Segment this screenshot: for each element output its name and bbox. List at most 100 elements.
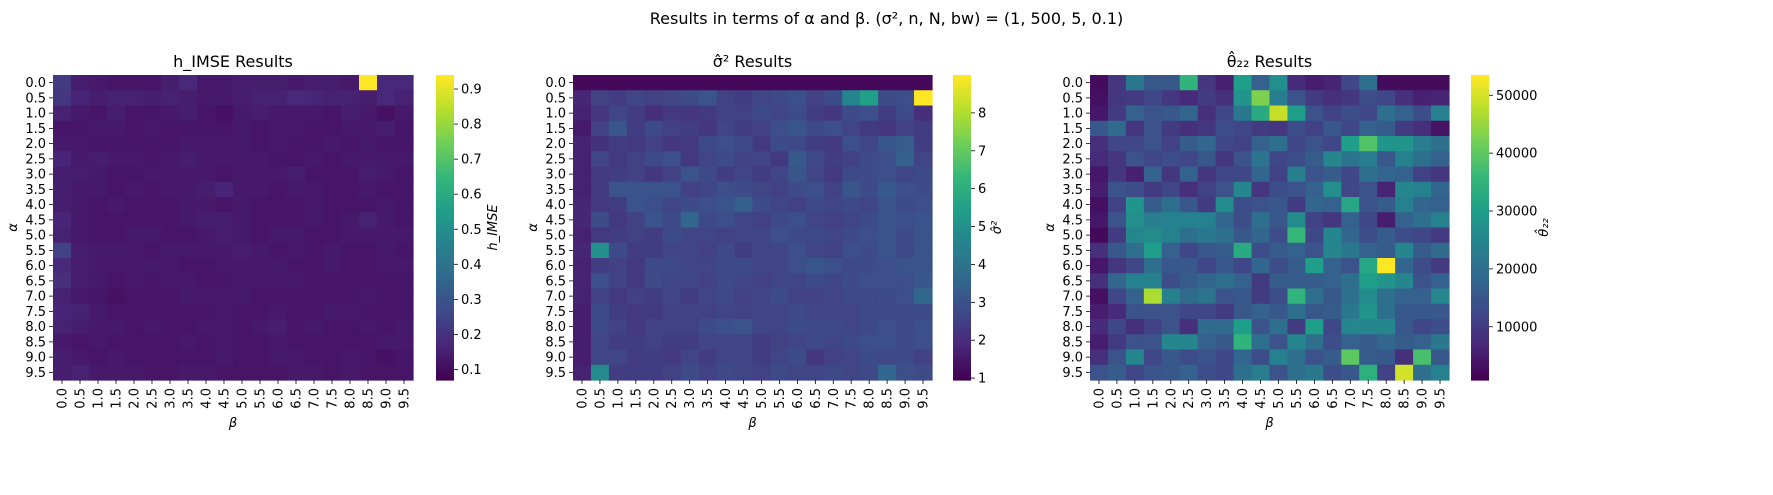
heatmap-cell [215,273,234,290]
heatmap-cell [860,120,879,137]
heatmap-cell [215,120,234,137]
heatmap-cell [71,273,90,290]
heatmap-cell [860,227,879,244]
y-tick-label: 7.0 [25,290,46,305]
x-tick-label: 4.5 [218,388,233,409]
colorbar-band [436,113,454,118]
heatmap-cell [1305,151,1324,168]
heatmap-cell [1431,273,1450,290]
heatmap-cell [644,212,664,229]
heatmap-cell [806,166,825,183]
heatmap-cell [896,120,915,137]
x-tick-label: 2.0 [647,388,662,409]
heatmap-cell [770,334,789,351]
colorbar-band [1471,360,1489,366]
heatmap-cell [89,273,108,290]
heatmap-cell [1287,242,1306,259]
heatmap-cell [341,151,360,168]
heatmap-cell [1215,364,1235,381]
heatmap-cell [53,227,72,244]
colorbar-band [953,368,971,373]
heatmap-cell [377,75,396,91]
heatmap-cell [1305,364,1324,381]
x-tick-label: 5.0 [236,388,251,409]
heatmap-cell [662,197,682,213]
colorbar-band [1471,357,1489,362]
colorbar-band [953,338,971,343]
heatmap-cell [125,197,144,213]
heatmap-cell [752,136,772,152]
x-tick-label: 9.0 [380,388,395,409]
heatmap-cell [734,181,754,198]
heatmap-cell [1341,90,1360,107]
heatmap-cell [1143,242,1163,259]
heatmap-cell [1359,75,1378,91]
heatmap-cell [716,303,736,320]
heatmap-cell [71,136,90,152]
heatmap-cell [359,349,378,366]
colorbar-band [1471,200,1489,206]
heatmap-cell [233,242,252,259]
heatmap-cell [107,181,126,198]
heatmap-cell [107,197,126,213]
heatmap-cell [788,242,807,259]
y-tick-label: 2.0 [25,137,46,152]
heatmap-cell [914,166,933,183]
heatmap-cell [341,303,360,320]
heatmap-cell [1359,227,1378,244]
x-tick-label: 6.0 [791,388,806,409]
heatmap-cell [143,181,162,198]
heatmap-cell [1179,136,1199,152]
x-tick-label: 9.5 [398,388,413,409]
heatmap-cell [842,197,861,213]
heatmap-cell [662,75,682,91]
heatmap-cell [590,242,610,259]
heatmap-cell [359,120,378,137]
heatmap-cell [161,349,180,366]
heatmap-cell [287,90,306,107]
heatmap-cell [1323,349,1342,366]
colorbar-band [953,124,971,129]
heatmap-cell [1107,349,1127,366]
heatmap-cell [1179,75,1199,91]
heatmap-cell [626,319,646,335]
heatmap-cell [377,136,396,152]
heatmap-cell [644,319,664,335]
x-tick-label: 4.0 [200,388,215,409]
heatmap-cell [590,90,610,107]
colorbar-band [436,307,454,312]
heatmap-cell [1395,136,1414,152]
heatmap-cell [806,136,825,152]
heatmap-cell [1090,197,1109,213]
heatmap-cell [251,273,270,290]
colorbar-band [953,326,971,332]
heatmap-cell [788,273,807,290]
colorbar-band [953,227,971,232]
heatmap-cell [914,288,933,305]
heatmap-cell [179,273,198,290]
heatmap-cell [1107,105,1127,122]
heatmap-cell [1287,273,1306,290]
heatmap-cell [71,349,90,366]
heatmap-cell [1215,212,1235,229]
heatmap-cell [179,105,198,122]
colorbar-band [1471,151,1489,156]
heatmap-cell [215,105,234,122]
colorbar-band [953,78,971,84]
heatmap-cell [395,136,414,152]
y-axis-label: α [6,223,21,232]
y-tick-label: 7.0 [545,290,566,305]
heatmap-cell [770,258,789,274]
heatmap-cell [53,75,72,91]
heatmap-cell [269,319,288,335]
heatmap-cell [1179,197,1199,213]
heatmap-cell [233,120,252,137]
heatmap-cell [824,105,843,122]
heatmap-cell [608,166,628,183]
heatmap-cell [269,349,288,366]
heatmap-cell [53,136,72,152]
x-axis-label: β [747,416,756,431]
heatmap-cell [1377,212,1396,229]
y-tick-label: 9.5 [545,366,566,381]
heatmap-cell [770,181,789,198]
